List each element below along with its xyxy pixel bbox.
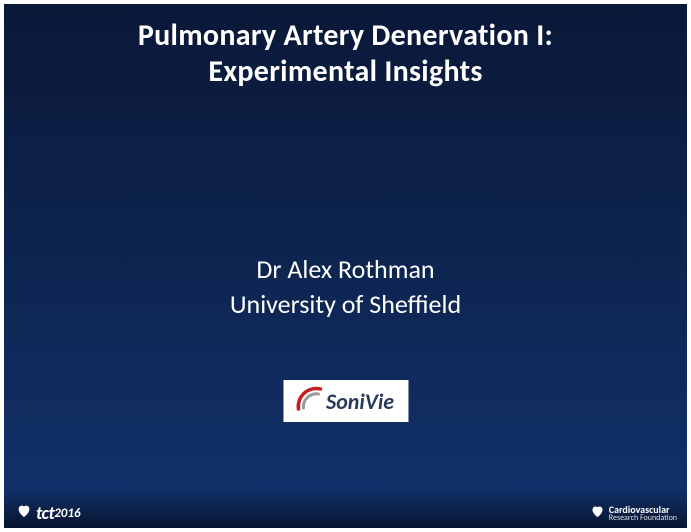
presenter-block: Dr Alex Rothman University of Sheffield <box>4 252 687 322</box>
heart-icon <box>590 504 605 524</box>
conference-logo: tct2016 <box>16 502 81 524</box>
foundation-line-2: Research Foundation <box>609 515 677 523</box>
conference-name: tct <box>36 502 54 524</box>
slide-footer: tct2016 Cardiovascular Research Foundati… <box>4 488 687 528</box>
sonivie-arc-icon <box>293 386 323 416</box>
conference-year: 2016 <box>54 506 80 521</box>
presenter-affiliation: University of Sheffield <box>4 287 687 322</box>
foundation-logo: Cardiovascular Research Foundation <box>590 504 677 524</box>
presenter-name: Dr Alex Rothman <box>4 252 687 287</box>
title-line-1: Pulmonary Artery Denervation I: <box>4 18 687 54</box>
foundation-text: Cardiovascular Research Foundation <box>609 505 677 522</box>
heart-icon <box>16 503 32 524</box>
slide-title: Pulmonary Artery Denervation I: Experime… <box>4 4 687 90</box>
slide-container: Pulmonary Artery Denervation I: Experime… <box>0 0 691 532</box>
sponsor-logo-text: SoniVie <box>326 388 394 415</box>
sponsor-logo: SoniVie <box>283 380 408 422</box>
title-line-2: Experimental Insights <box>4 54 687 90</box>
